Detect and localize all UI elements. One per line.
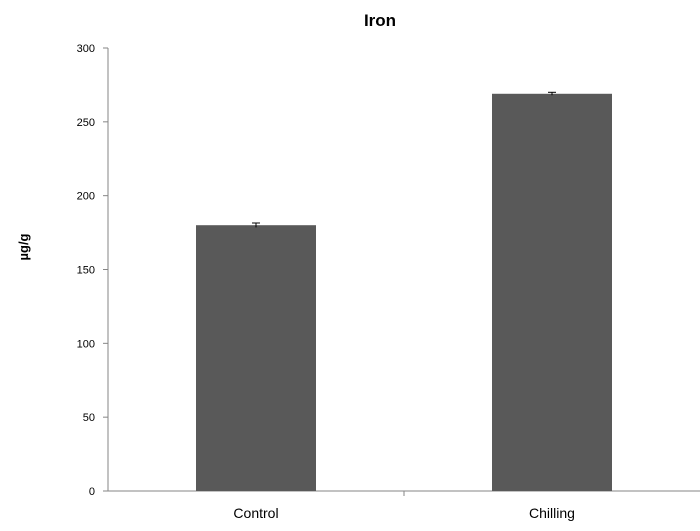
y-tick-label: 50 [83,412,95,424]
x-categories: Control Chilling [233,505,575,521]
y-tick-label: 150 [77,265,95,277]
y-tick-label: 0 [89,486,95,498]
y-tick-label: 250 [77,117,95,129]
y-axis-label: µg/g [16,233,31,260]
y-tick-label: 300 [77,43,95,55]
x-category-label: Chilling [529,505,575,521]
bars [196,91,612,491]
bar-control [196,225,316,491]
x-category-label: Control [233,505,278,521]
chart-title: Iron [364,11,396,30]
y-ticks: 0 50 100 150 200 250 300 [77,43,108,498]
bar-chilling [492,93,612,491]
y-tick-label: 100 [77,338,95,350]
y-tick-label: 200 [77,191,95,203]
